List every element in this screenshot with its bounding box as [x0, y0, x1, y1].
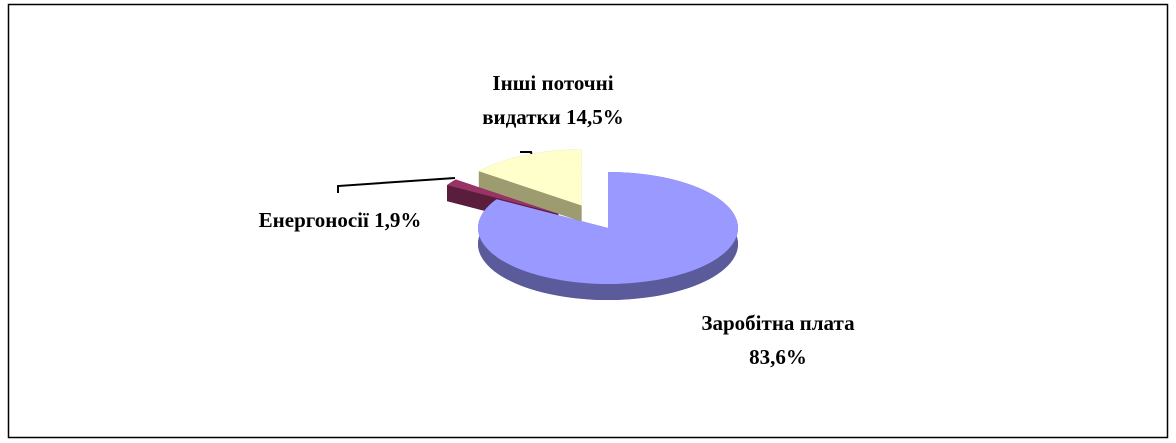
- pie: [447, 149, 738, 300]
- category-label: Інші поточні видатки: [482, 71, 614, 129]
- category-label: Заробітна плата: [701, 311, 855, 335]
- value-label: 14,5%: [566, 105, 624, 129]
- slice-wall: [478, 171, 582, 222]
- value-label: 83,6%: [749, 345, 807, 369]
- leader-line: [337, 177, 456, 193]
- slice-label: Інші поточні видатки 14,5%: [463, 66, 643, 134]
- slice-label: Енергоносії 1,9%: [220, 203, 460, 237]
- slice-top: [478, 149, 582, 206]
- slice-top: [478, 172, 738, 284]
- chart-frame: [7, 3, 1169, 439]
- pie-slice: [478, 149, 582, 222]
- pie-slice: [478, 172, 738, 300]
- value-label: 1,9%: [374, 208, 422, 232]
- slice-label: Заробітна плата 83,6%: [678, 306, 878, 374]
- category-label: Енергоносії: [258, 208, 369, 232]
- slice-top: [447, 179, 559, 214]
